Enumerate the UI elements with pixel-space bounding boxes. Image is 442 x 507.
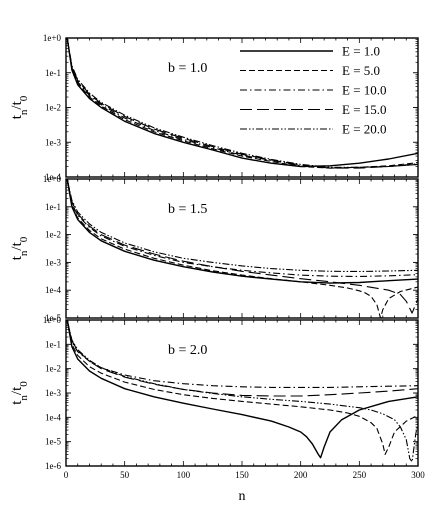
panels: 1e-4 1e-3 1e-2 1e-1 1e+0 b = 1.0 tn/t0 1e-5 1e-4…: [9, 33, 419, 471]
x-axis-label: n: [239, 489, 246, 504]
series-line-1: [66, 38, 418, 168]
x-tick-label: 50: [120, 470, 130, 480]
y-tick-label: 1e+0: [43, 174, 62, 184]
series-line-1: [66, 320, 418, 459]
y-tick-label: 1e-6: [45, 461, 61, 471]
y-axis-label: tn/t0: [9, 95, 30, 119]
panel-1: 1e-4 1e-3 1e-2 1e-1 1e+0 b = 1.0 tn/t0: [9, 33, 419, 182]
panel-annotation: b = 2.0: [168, 343, 207, 358]
panel-annotation: b = 1.0: [168, 61, 207, 76]
series-line-5: [66, 320, 418, 463]
series-line-2: [66, 179, 418, 318]
series-line-3: [66, 38, 418, 169]
series-group: [66, 320, 418, 463]
y-tick-label: 1e-1: [45, 68, 61, 78]
panel-frame: [65, 37, 419, 178]
series-line-3: [66, 179, 418, 278]
y-tick-label: 1e-1: [45, 202, 61, 212]
x-tick-label: 100: [177, 470, 191, 480]
y-tick-label: 1e-5: [45, 313, 61, 323]
legend-label-4: E = 15.0: [342, 102, 387, 117]
y-tick-label: 1e-4: [45, 285, 61, 295]
series-line-3: [66, 320, 418, 388]
panel-3: 1e-6 1e-5 1e-4 1e-3 1e-2 1e-1 1e+0 b = 2.0 tn/t0: [9, 315, 419, 471]
y-tick-label: 1e-4: [45, 412, 61, 422]
series-line-4: [66, 179, 418, 314]
y-tick-label: 1e-1: [45, 339, 61, 349]
y-tick-label: 1e-3: [45, 388, 61, 398]
y-tick-label: 1e-3: [45, 257, 61, 267]
series-group: [66, 38, 418, 169]
y-tick-label: 1e-5: [45, 437, 61, 447]
y-tick-label: 1e+0: [43, 33, 62, 43]
panel-frame: [65, 319, 419, 467]
y-tick-label: 1e+0: [43, 315, 62, 325]
series-line-1: [66, 179, 418, 284]
panel-2: 1e-5 1e-4 1e-3 1e-2 1e-1 1e+0 b = 1.5 tn/t0: [9, 174, 419, 323]
y-tick-label: 1e-4: [45, 172, 61, 182]
series-line-5: [66, 179, 418, 273]
x-axis: 0 50 100 150 200 250 300 n: [64, 470, 426, 504]
legend: E = 1.0 E = 5.0 E = 10.0 E = 15.0 E = 20.0: [240, 44, 387, 137]
y-tick-label: 1e-2: [45, 103, 61, 113]
panel-frame: [65, 178, 419, 319]
series-line-2: [66, 320, 418, 455]
y-axis-label: tn/t0: [9, 381, 30, 405]
panel-annotation: b = 1.5: [168, 202, 207, 217]
series-line-4: [66, 38, 418, 169]
series-line-4: [66, 320, 418, 397]
x-tick-label: 150: [235, 470, 249, 480]
legend-label-3: E = 10.0: [342, 83, 387, 98]
legend-label-1: E = 1.0: [342, 44, 380, 59]
y-tick-label: 1e-3: [45, 137, 61, 147]
x-tick-label: 250: [353, 470, 367, 480]
x-tick-label: 200: [294, 470, 308, 480]
y-tick-label: 1e-2: [45, 230, 61, 240]
x-tick-label: 300: [411, 470, 425, 480]
legend-label-5: E = 20.0: [342, 122, 387, 137]
legend-label-2: E = 5.0: [342, 63, 380, 78]
series-group: [66, 179, 418, 318]
x-tick-label: 0: [64, 470, 69, 480]
y-axis-label: tn/t0: [9, 236, 30, 260]
y-tick-label: 1e-2: [45, 364, 61, 374]
series-line-5: [66, 38, 418, 168]
